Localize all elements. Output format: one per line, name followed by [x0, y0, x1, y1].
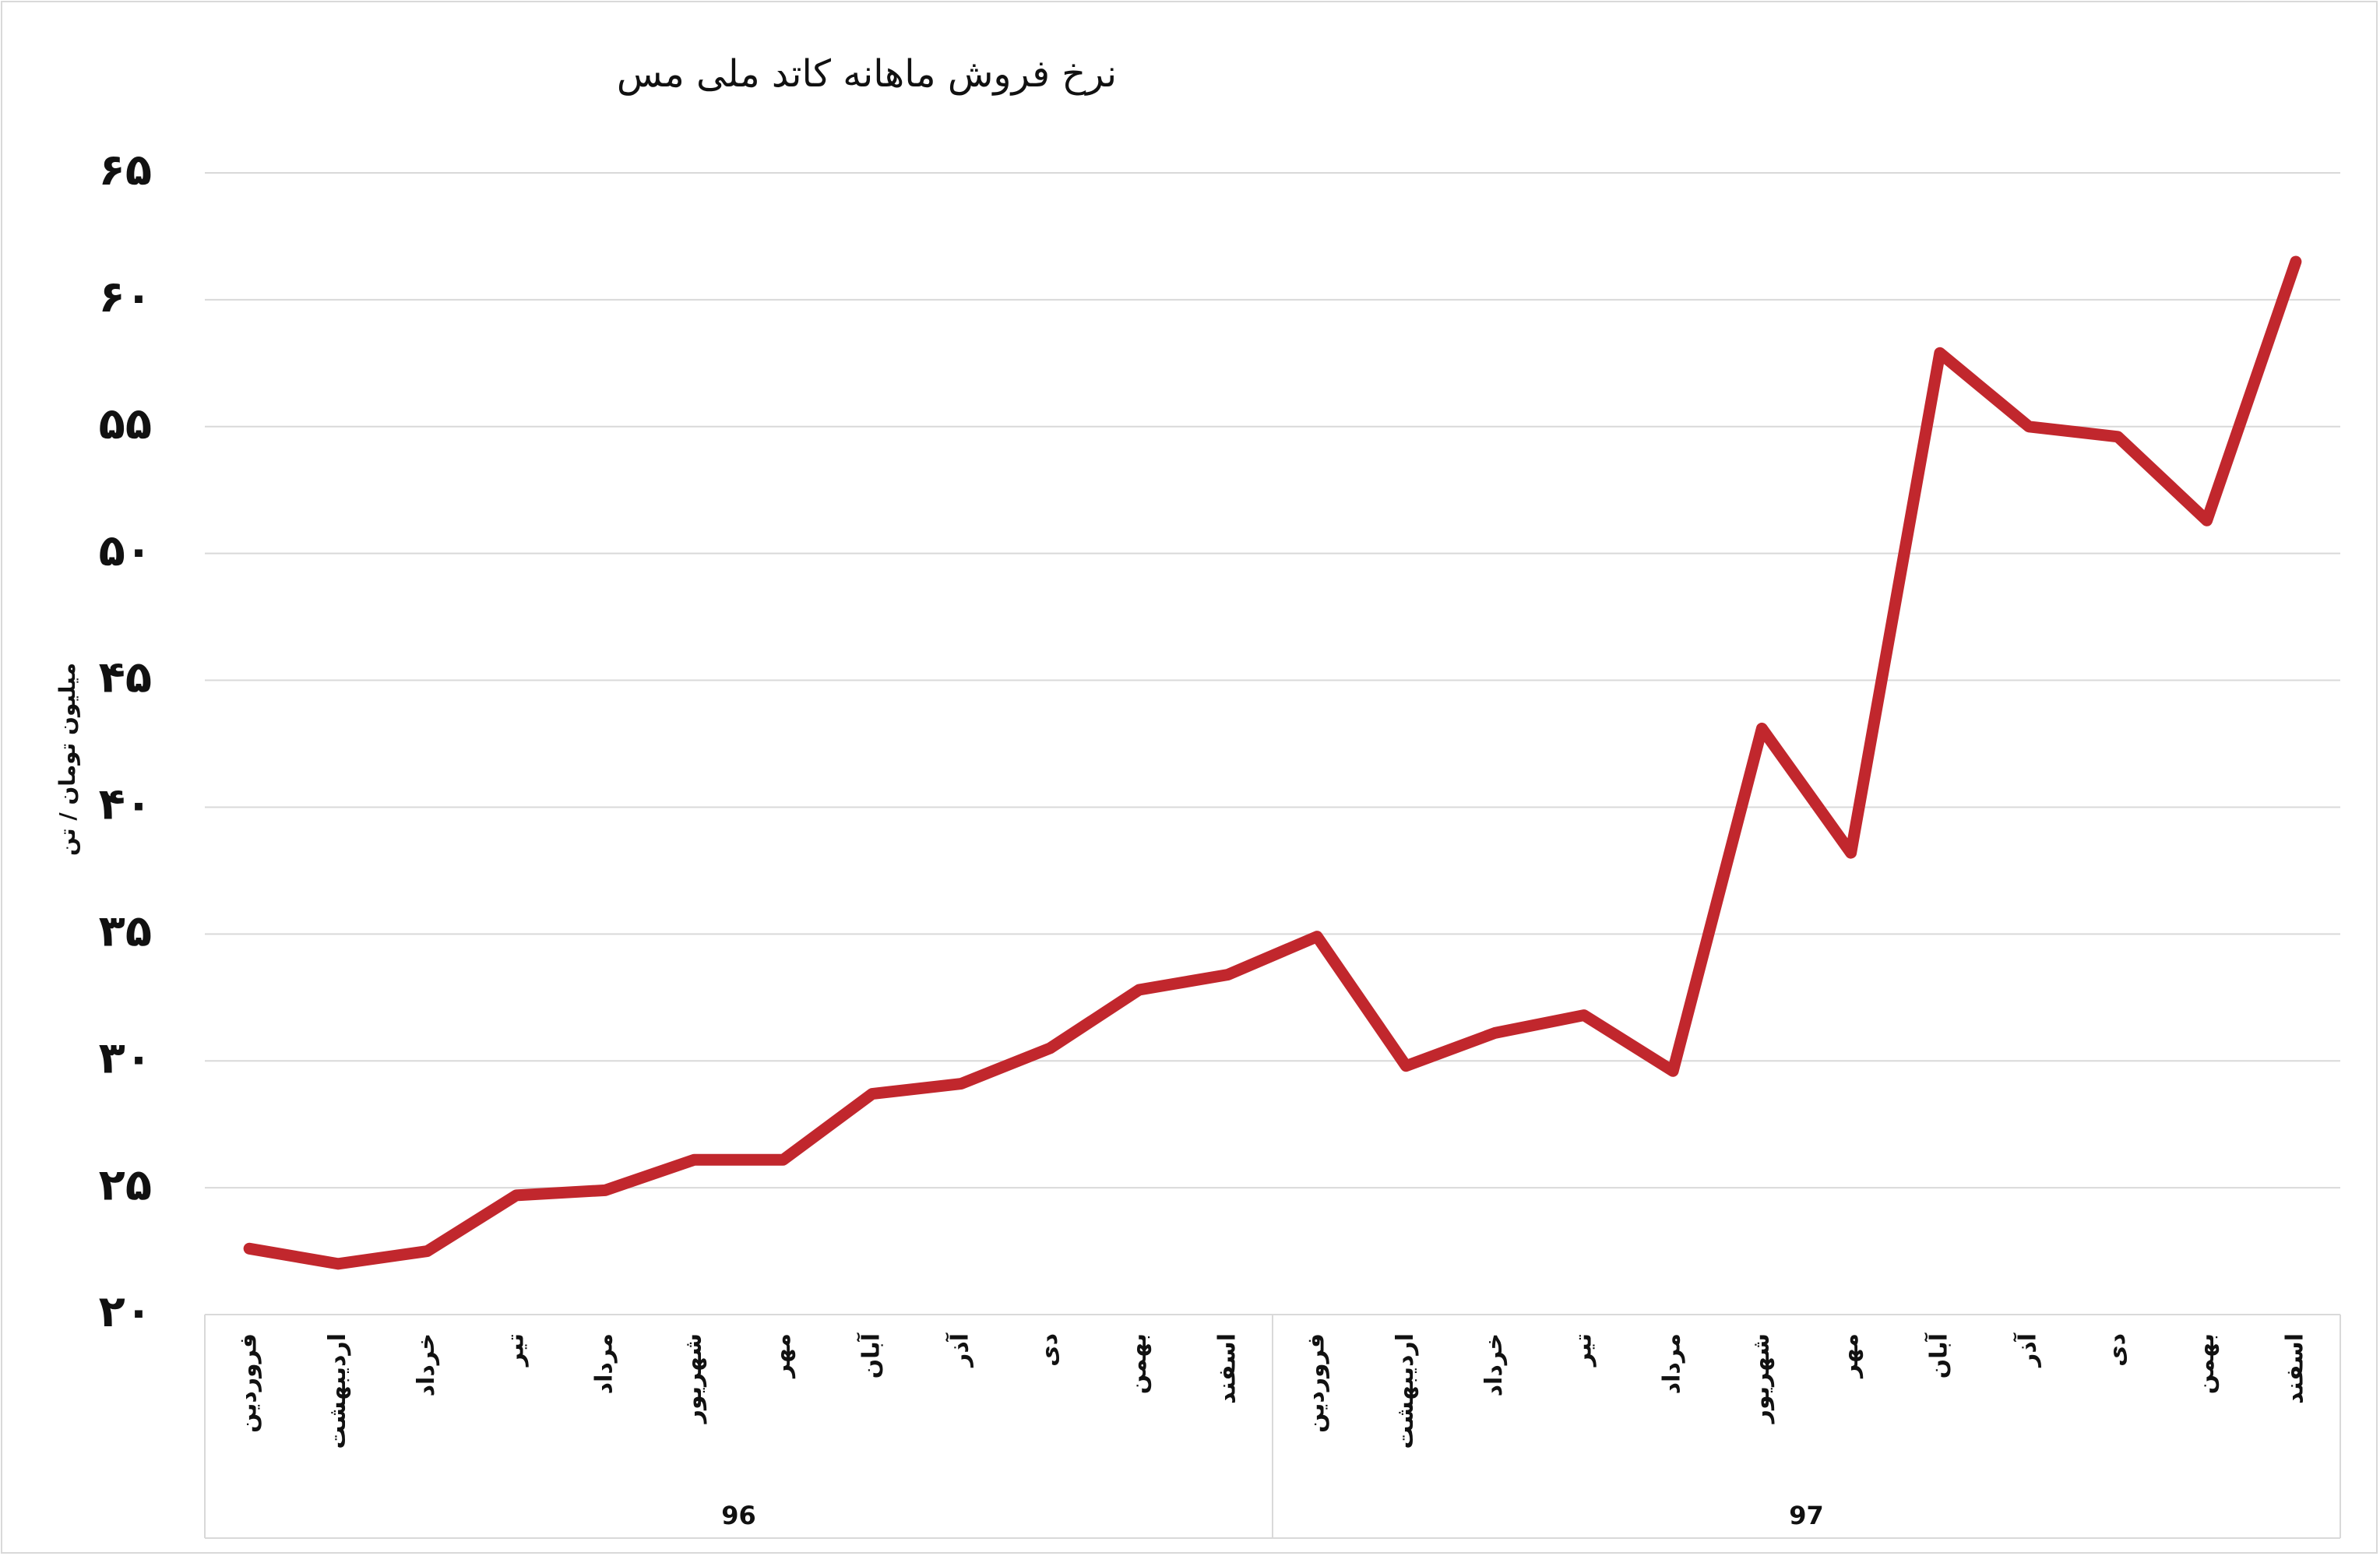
y-axis-label: میلیون تومان / تن — [55, 663, 80, 856]
x-tick-label: تیر — [502, 1333, 529, 1368]
x-tick-label: خرداد — [1480, 1333, 1508, 1396]
x-tick-label: دی — [2104, 1333, 2131, 1367]
y-tick-label: ۲۵ — [99, 1160, 152, 1210]
x-tick-label: آبان — [1924, 1332, 1952, 1378]
x-tick-label: بهمن — [1125, 1333, 1152, 1394]
group-label: 96 — [721, 1501, 756, 1530]
x-tick-label: فروردین — [1303, 1333, 1330, 1433]
x-tick-label: شهریور — [680, 1333, 707, 1424]
x-tick-label: اسفند — [1213, 1333, 1241, 1404]
x-tick-label: خرداد — [413, 1333, 440, 1396]
x-tick-label: اردیبهشت — [1392, 1333, 1419, 1449]
x-tick-label: شهریور — [1748, 1333, 1775, 1424]
y-tick-label: ۳۵ — [99, 906, 152, 956]
x-tick-label: مهر — [769, 1333, 796, 1379]
x-tick-label: آبان — [856, 1332, 885, 1378]
x-tick-label: فروردین — [235, 1333, 262, 1433]
x-tick-label: آذر — [945, 1332, 974, 1368]
y-tick-label: ۶۰ — [99, 272, 152, 322]
y-tick-label: ۵۰ — [99, 526, 152, 576]
x-tick-label: اسفند — [2281, 1333, 2308, 1404]
x-tick-label: تیر — [1569, 1333, 1597, 1368]
group-label: 97 — [1789, 1501, 1824, 1530]
x-tick-label: مرداد — [591, 1333, 618, 1394]
x-tick-label: بهمن — [2192, 1333, 2220, 1394]
y-tick-label: ۲۰ — [99, 1287, 152, 1337]
y-tick-label: ۳۰ — [99, 1033, 152, 1083]
y-tick-label: ۵۵ — [99, 399, 152, 449]
x-tick-label: مرداد — [1659, 1333, 1686, 1394]
x-tick-label: آذر — [2013, 1332, 2042, 1368]
x-tick-label: اردیبهشت — [324, 1333, 351, 1449]
data-line — [243, 255, 2302, 1270]
x-tick-label: مهر — [1836, 1333, 1864, 1379]
y-tick-label: ۴۰ — [99, 780, 152, 830]
y-tick-label: ۶۵ — [99, 145, 152, 195]
y-tick-label: ۴۵ — [99, 653, 152, 703]
x-tick-label: دی — [1036, 1333, 1063, 1367]
chart-title: نرخ فروش ماهانه کاتد ملی مس — [617, 52, 1117, 96]
